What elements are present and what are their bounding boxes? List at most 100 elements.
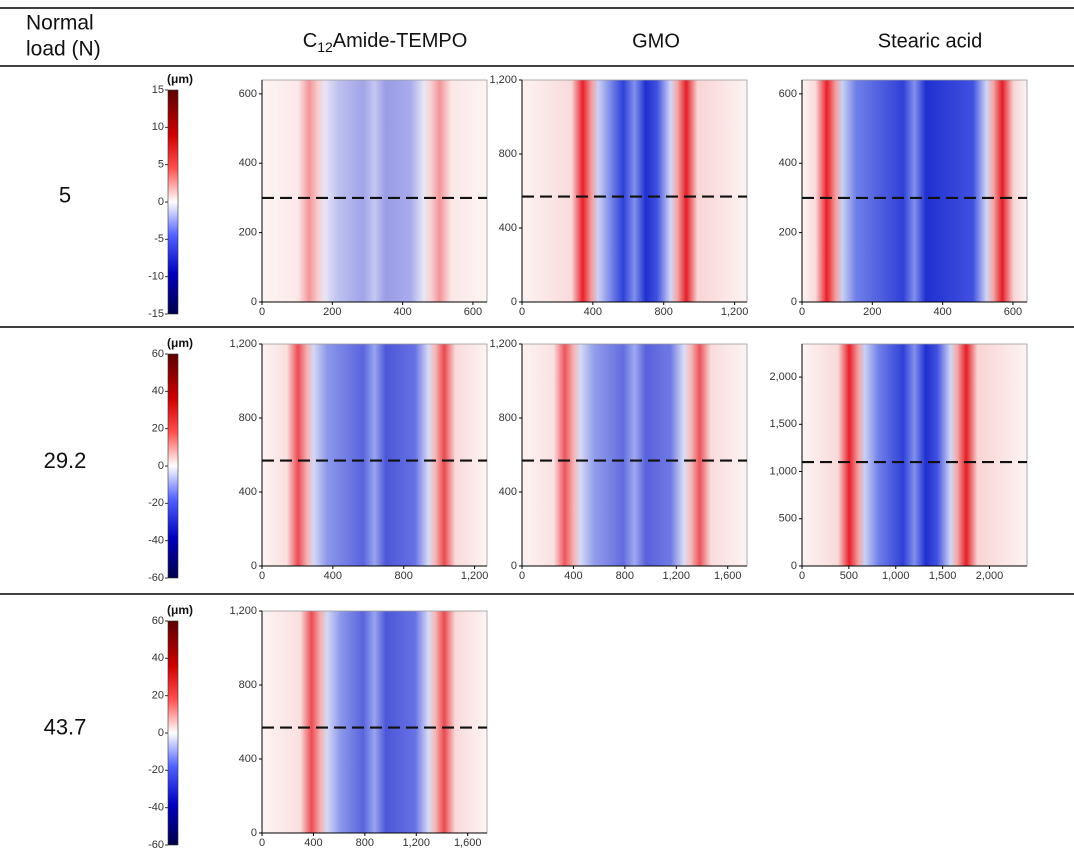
y-tick-label: 200: [779, 227, 797, 239]
x-tick-label: 400: [933, 306, 951, 318]
colorbar-tick-label: 20: [152, 423, 164, 435]
colorbar-tick-label: -60: [148, 572, 164, 584]
y-tick-label: 500: [779, 513, 797, 525]
column-title: GMO: [632, 30, 680, 52]
colorbar-tick-label: 0: [158, 196, 164, 208]
topography-image: [262, 80, 487, 302]
column-title-part: C: [303, 30, 317, 52]
x-tick-label: 1,200: [461, 570, 489, 582]
x-tick-label: 400: [584, 306, 602, 318]
x-tick-label: 0: [799, 570, 805, 582]
column-title: Stearic acid: [878, 30, 983, 52]
y-tick-label: 400: [499, 486, 517, 498]
y-tick-label: 800: [239, 412, 257, 424]
x-tick-label: 2,000: [976, 570, 1004, 582]
x-tick-label: 600: [1004, 306, 1022, 318]
y-tick-label: 1,200: [489, 338, 517, 350]
load-value: 5: [59, 182, 71, 207]
x-tick-label: 1,200: [721, 306, 749, 318]
x-tick-label: 400: [324, 570, 342, 582]
x-tick-label: 400: [393, 306, 411, 318]
x-tick-label: 500: [840, 570, 858, 582]
y-tick-label: 800: [239, 679, 257, 691]
y-tick-label: 400: [779, 157, 797, 169]
x-tick-label: 200: [863, 306, 881, 318]
colorbar-tick-label: -40: [148, 535, 164, 547]
colorbar-unit: (μm): [167, 72, 193, 86]
y-tick-label: 0: [791, 296, 797, 308]
y-tick-label: 0: [511, 560, 517, 572]
colorbar-unit: (μm): [167, 603, 193, 617]
y-tick-label: 1,200: [229, 605, 257, 617]
x-tick-label: 0: [259, 837, 265, 849]
topography-image: [802, 344, 1027, 566]
y-tick-label: 0: [251, 296, 257, 308]
header-load: Normal: [26, 12, 94, 35]
colorbar: [167, 620, 179, 846]
topography-image: [522, 80, 747, 302]
y-tick-label: 600: [239, 88, 257, 100]
y-tick-label: 1,200: [489, 74, 517, 86]
y-tick-label: 600: [779, 88, 797, 100]
x-tick-label: 800: [356, 837, 374, 849]
topography-image: [262, 344, 487, 566]
y-tick-label: 400: [239, 486, 257, 498]
x-tick-label: 0: [519, 570, 525, 582]
y-tick-label: 400: [239, 753, 257, 765]
x-tick-label: 400: [564, 570, 582, 582]
colorbar-tick-label: -20: [148, 764, 164, 776]
colorbar-tick-label: 0: [158, 460, 164, 472]
colorbar-tick-label: 5: [158, 159, 164, 171]
load-value: 43.7: [44, 714, 87, 739]
colorbar-tick-label: 40: [152, 385, 164, 397]
x-tick-label: 1,200: [663, 570, 691, 582]
x-tick-label: 400: [304, 837, 322, 849]
x-tick-label: 0: [259, 306, 265, 318]
x-tick-label: 1,200: [403, 837, 431, 849]
x-tick-label: 600: [464, 306, 482, 318]
x-tick-label: 800: [395, 570, 413, 582]
y-tick-label: 0: [791, 560, 797, 572]
x-tick-label: 0: [519, 306, 525, 318]
y-tick-label: 200: [239, 227, 257, 239]
colorbar-tick-label: 20: [152, 690, 164, 702]
colorbar-unit: (μm): [167, 336, 193, 350]
colorbar: [167, 89, 179, 315]
colorbar-tick-label: -15: [148, 308, 164, 320]
colorbar: [167, 353, 179, 579]
colorbar-tick-label: 15: [152, 84, 164, 96]
y-tick-label: 400: [239, 157, 257, 169]
x-tick-label: 0: [799, 306, 805, 318]
y-tick-label: 0: [251, 560, 257, 572]
y-tick-label: 2,000: [769, 371, 797, 383]
colorbar-tick-label: 10: [152, 121, 164, 133]
x-tick-label: 1,600: [454, 837, 482, 849]
colorbar-tick-label: 60: [152, 348, 164, 360]
topography-image: [262, 611, 487, 833]
column-title-part: Amide-TEMPO: [333, 30, 467, 52]
topography-image: [802, 80, 1027, 302]
colorbar-tick-label: -10: [148, 271, 164, 283]
y-tick-label: 1,200: [229, 338, 257, 350]
colorbar-tick-label: -40: [148, 802, 164, 814]
column-title: C12Amide-TEMPO: [303, 30, 468, 54]
x-tick-label: 1,000: [882, 570, 910, 582]
x-tick-label: 200: [323, 306, 341, 318]
topography-image: [522, 344, 747, 566]
colorbar-tick-label: 0: [158, 727, 164, 739]
y-tick-label: 1,000: [769, 465, 797, 477]
column-title-sub: 12: [317, 39, 333, 55]
x-tick-label: 800: [616, 570, 634, 582]
y-tick-label: 800: [499, 148, 517, 160]
x-tick-label: 0: [259, 570, 265, 582]
colorbar-tick-label: 60: [152, 615, 164, 627]
x-tick-label: 1,500: [929, 570, 957, 582]
y-tick-label: 400: [499, 222, 517, 234]
colorbar-tick-label: -20: [148, 497, 164, 509]
y-tick-label: 800: [499, 412, 517, 424]
colorbar-tick-label: -60: [148, 839, 164, 851]
header-load: load (N): [26, 38, 101, 61]
x-tick-label: 1,600: [714, 570, 742, 582]
colorbar-tick-label: -5: [154, 233, 164, 245]
